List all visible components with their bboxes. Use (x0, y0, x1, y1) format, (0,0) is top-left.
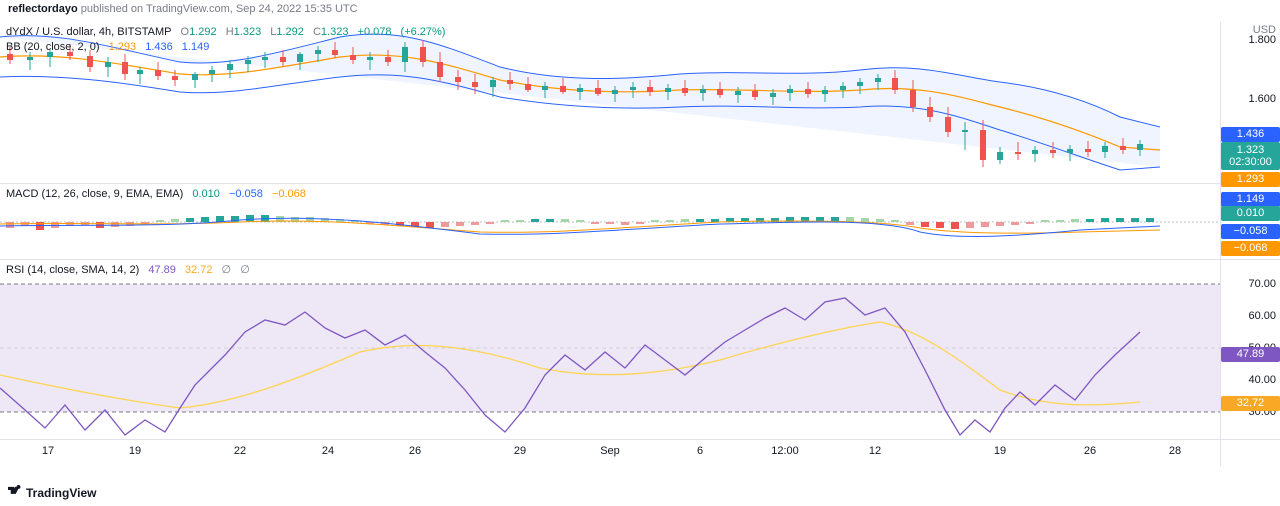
macd-pane[interactable]: MACD (12, 26, close, 9, EMA, EMA) 0.010 … (0, 184, 1220, 260)
macd-legend: MACD (12, 26, close, 9, EMA, EMA) 0.010 … (6, 187, 306, 202)
price-pane[interactable]: dYdX / U.S. dollar, 4h, BITSTAMP O1.292 … (0, 22, 1220, 184)
publish-header: reflectordayo published on TradingView.c… (0, 0, 1280, 22)
rsi-axis[interactable]: 70.0060.0050.0040.0030.0047.8932.72 (1220, 260, 1280, 440)
time-axis[interactable]: 171922242629Sep612:0012192628 (0, 440, 1220, 466)
rsi-pane[interactable]: RSI (14, close, SMA, 14, 2) 47.89 32.72 … (0, 260, 1220, 440)
price-axis[interactable]: USD 1.8001.6001.4361.32302:30:001.2931.1… (1220, 22, 1280, 184)
author-name: reflectordayo (8, 3, 78, 15)
price-legend: dYdX / U.S. dollar, 4h, BITSTAMP O1.292 … (6, 25, 445, 55)
tradingview-logo-icon (8, 483, 22, 497)
macd-axis[interactable]: 0.010−0.058−0.068 (1220, 184, 1280, 260)
axis-corner (1220, 440, 1280, 466)
rsi-legend: RSI (14, close, SMA, 14, 2) 47.89 32.72 … (6, 263, 250, 278)
rsi-chart[interactable] (0, 260, 1220, 440)
brand-footer: TradingView (8, 483, 96, 500)
